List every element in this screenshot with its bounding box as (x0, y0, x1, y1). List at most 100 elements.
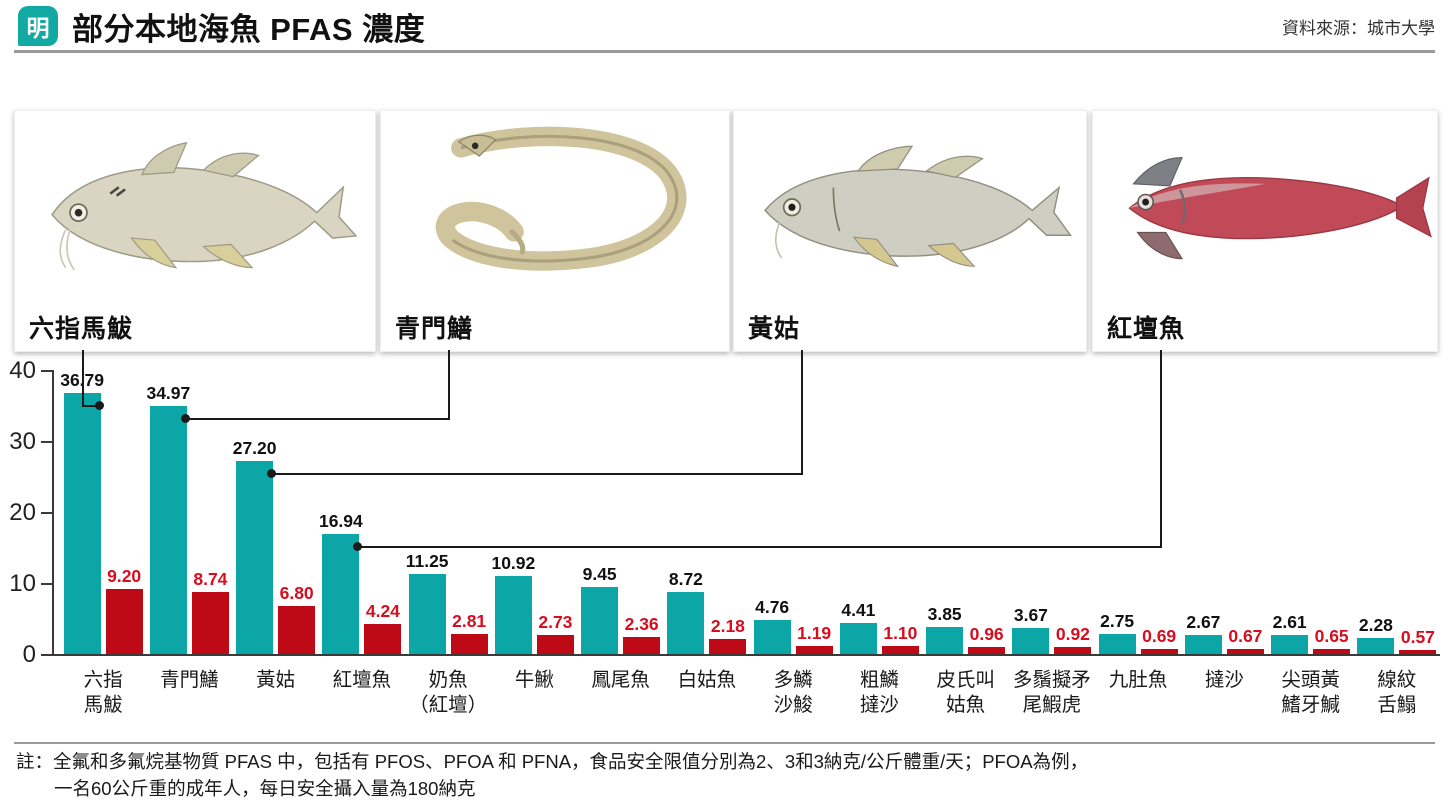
bar-dry-weight (667, 592, 705, 654)
bar-value-label-dry-weight: 2.28 (1358, 614, 1393, 635)
source-attribution: 資料來源：城市大學 (1282, 19, 1435, 38)
page-header: 明 部分本地海魚 PFAS 濃度 資料來源：城市大學 (0, 0, 1449, 53)
y-axis-tick (41, 441, 52, 443)
bar-wet-weight (623, 637, 661, 654)
bar-value-label-wet-weight: 2.81 (452, 611, 487, 632)
callout-leader-vertical (82, 350, 84, 405)
y-axis-tick-label: 0 (22, 641, 36, 668)
bar-wet-weight (968, 647, 1006, 654)
footnote-line-2: 一名60公斤重的成年人，每日安全攝入量為180納克 (54, 778, 476, 799)
bar-value-label-dry-weight: 2.75 (1100, 611, 1135, 632)
fish-photo-card-3: 黃姑 (733, 110, 1087, 352)
bar-dry-weight (1357, 637, 1395, 654)
y-axis-tick (41, 654, 52, 656)
bar-value-label-wet-weight: 2.73 (538, 611, 573, 632)
x-axis-category-label: 皮氏叫 姑魚 (936, 669, 995, 716)
bar-value-label-dry-weight: 3.67 (1013, 604, 1048, 625)
x-axis-category-label: 紅壇魚 (332, 669, 392, 691)
bar-dry-weight (1012, 627, 1050, 654)
bar-value-label-dry-weight: 11.25 (405, 551, 449, 572)
bar-value-label-wet-weight: 0.57 (1400, 626, 1435, 647)
bar-value-label-wet-weight: 4.24 (365, 600, 400, 621)
x-axis-category-label: 撻沙 (1204, 669, 1244, 691)
x-axis-category-label: 白姑魚 (677, 669, 737, 691)
bar-dry-weight (926, 626, 964, 654)
bar-dry-weight (1271, 635, 1309, 654)
x-axis-category-label: 六指 馬鮁 (83, 669, 123, 716)
bar-wet-weight (278, 605, 316, 654)
bar-value-label-wet-weight: 0.69 (1142, 626, 1177, 647)
bar-wet-weight (450, 634, 488, 654)
bar-wet-weight (191, 591, 229, 654)
bar-value-label-dry-weight: 3.85 (927, 603, 962, 624)
bar-dry-weight (236, 460, 274, 654)
bar-value-label-wet-weight: 1.10 (883, 623, 918, 644)
bar-wet-weight (709, 638, 747, 654)
fish-photo-card-2: 青門鱔 (380, 110, 730, 352)
y-axis-tick (41, 370, 52, 372)
x-axis-category-label: 九肚魚 (1108, 669, 1168, 691)
bar-value-label-wet-weight: 8.74 (193, 568, 228, 589)
y-axis-line (52, 370, 54, 656)
callout-leader-horizontal (357, 545, 1162, 548)
callout-anchor-dot (94, 401, 104, 411)
bar-dry-weight (494, 576, 532, 654)
y-axis-tick (41, 583, 52, 585)
x-axis-category-label: 線紋 舌鰨 (1377, 669, 1417, 716)
y-axis-tick-label: 20 (9, 499, 36, 526)
bar-dry-weight (149, 405, 187, 654)
fish-red-icon (1093, 111, 1437, 351)
bar-value-label-wet-weight: 2.36 (624, 614, 659, 635)
bar-value-label-dry-weight: 4.41 (841, 599, 876, 620)
callout-anchor-dot (267, 469, 277, 479)
x-axis-category-label: 黃姑 (256, 669, 296, 691)
bar-wet-weight (105, 588, 143, 654)
callout-leader-horizontal (271, 472, 803, 475)
bar-value-label-wet-weight: 0.96 (969, 624, 1004, 645)
footnote-line-1: 註：全氟和多氟烷基物質 PFAS 中，包括有 PFOS、PFOA 和 PFNA，… (16, 751, 1089, 772)
x-axis-category-label: 尖頭黃 鰭牙鰔 (1281, 669, 1340, 716)
bar-dry-weight (581, 586, 619, 654)
y-axis-tick-label: 30 (9, 428, 36, 455)
bar-wet-weight (1054, 647, 1092, 654)
fish-threadfin-icon (15, 111, 375, 351)
bar-wet-weight (364, 623, 402, 654)
bar-dry-weight (839, 622, 877, 654)
bar-value-label-wet-weight: 2.18 (710, 615, 745, 636)
bar-dry-weight (408, 574, 446, 654)
callout-leader-horizontal (184, 417, 450, 420)
bar-wet-weight (795, 645, 833, 654)
bar-value-label-dry-weight: 10.92 (491, 553, 536, 574)
footer-divider (14, 742, 1435, 744)
bar-wet-weight (1399, 649, 1437, 654)
x-axis-line (52, 654, 1440, 656)
x-axis-category-label: 多鱗 沙鮻 (773, 669, 813, 716)
chart-legend: 納克/克乾重（dw） 納克/克濕重( ww )* *以假設魚肉含75％水分推算 (0, 62, 1449, 156)
x-axis-category-label: 粗鱗 撻沙 (859, 669, 899, 716)
callout-anchor-dot (180, 414, 190, 424)
bar-dry-weight (1184, 635, 1222, 654)
fish-eel-icon (381, 111, 729, 351)
bar-value-label-wet-weight: 9.20 (107, 565, 142, 586)
x-axis-category-label: 牛鰍 (514, 669, 554, 691)
x-axis-category-label: 多鬚擬矛 尾鰕虎 (1012, 669, 1091, 716)
fish-photo-caption: 黃姑 (748, 315, 801, 343)
bar-dry-weight (322, 533, 360, 654)
page-title: 部分本地海魚 PFAS 濃度 (72, 12, 426, 47)
chart-x-axis-labels: 六指 馬鮁 青門鱔 黃姑 紅壇魚 奶魚 （紅壇） 牛鰍 鳳尾魚 白姑魚 多鱗 沙鮻 粗鱗 撻沙 皮氏叫 姑魚多… (0, 668, 1449, 738)
callout-leader-vertical (448, 350, 450, 418)
bar-dry-weight (753, 620, 791, 654)
x-axis-category-label: 鳳尾魚 (591, 669, 650, 691)
y-axis-tick-label: 10 (9, 570, 36, 597)
bar-value-label-dry-weight: 9.45 (582, 563, 617, 584)
callout-leader-vertical (801, 350, 803, 473)
bar-value-label-dry-weight: 2.61 (1272, 612, 1307, 633)
bar-value-label-dry-weight: 34.97 (146, 382, 191, 403)
bar-value-label-wet-weight: 6.80 (279, 582, 314, 603)
fish-photo-caption: 六指馬鮁 (29, 315, 134, 343)
callout-leader-horizontal (82, 404, 101, 407)
bar-wet-weight (1140, 649, 1178, 654)
x-axis-category-label: 奶魚 （紅壇） (409, 669, 488, 716)
fish-photo-caption: 青門鱔 (395, 315, 474, 343)
bar-value-label-wet-weight: 1.19 (797, 622, 832, 643)
